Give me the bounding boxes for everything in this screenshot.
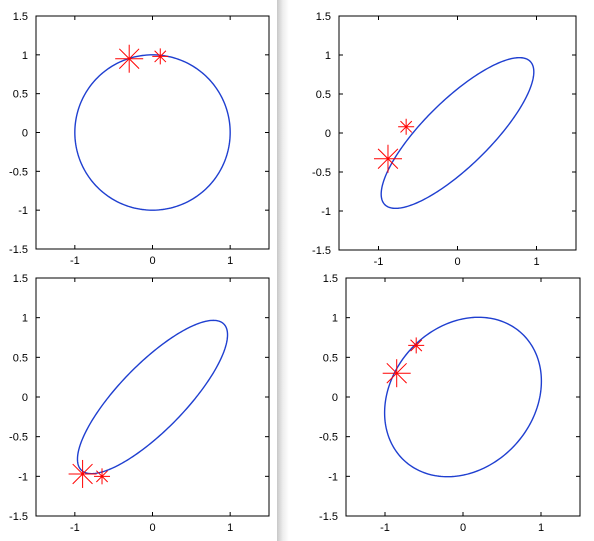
y-tick-label: 0.5 (13, 89, 28, 101)
large-star-marker (68, 459, 97, 488)
y-tick-label: -0.5 (9, 166, 28, 178)
y-tick-label: -1.5 (9, 511, 28, 523)
small-star-marker (408, 337, 425, 354)
x-tick-label: 1 (538, 522, 544, 534)
y-tick-label: -1.5 (9, 244, 28, 256)
y-tick-label: -1 (328, 471, 338, 483)
axes-frame (338, 15, 577, 251)
y-tick-label: -1.5 (319, 511, 338, 523)
y-tick-label: 1 (332, 313, 338, 325)
y-tick-label: 0 (325, 128, 331, 140)
x-tick-label: 0 (460, 522, 466, 534)
y-tick-label: 0.5 (323, 352, 338, 364)
x-tick-label: -1 (70, 255, 80, 267)
y-tick-label: 1 (325, 50, 331, 62)
y-tick-label: 1 (22, 50, 28, 62)
y-tick-label: 1.5 (323, 273, 338, 285)
subplot-4: -1 0 1 -1.5 -1 -0.5 0 0.5 1 1.5 (319, 273, 581, 534)
subplot-1: -1 0 1 -1.5 -1 -0.5 0 0.5 1 1.5 (9, 11, 270, 267)
axes-frame (345, 277, 581, 517)
pane-divider (277, 0, 289, 541)
x-tick-label: 0 (149, 255, 155, 267)
axes-frame (35, 15, 270, 250)
y-tick-label: 0 (22, 128, 28, 140)
series-curve (380, 56, 535, 210)
x-tick-label: 1 (227, 255, 233, 267)
small-star-marker (152, 48, 169, 65)
x-tick-label: 0 (149, 522, 155, 534)
axes-frame (35, 277, 270, 517)
y-tick-label: -0.5 (312, 167, 331, 179)
x-tick-label: -1 (374, 256, 384, 268)
y-tick-label: -0.5 (9, 432, 28, 444)
y-tick-label: 1.5 (13, 273, 28, 285)
y-tick-label: 1 (22, 313, 28, 325)
y-tick-label: 0.5 (13, 352, 28, 364)
x-tick-label: 1 (227, 522, 233, 534)
small-star-marker (398, 118, 415, 135)
subplot-2: -1 0 1 -1.5 -1 -0.5 0 0.5 1 1.5 (312, 11, 577, 268)
y-tick-label: -1.5 (312, 245, 331, 257)
series-curve (76, 319, 229, 475)
y-tick-label: -0.5 (319, 432, 338, 444)
large-star-marker (373, 144, 402, 173)
y-tick-label: 1.5 (316, 11, 331, 23)
large-star-marker (382, 359, 411, 388)
y-tick-label: -1 (18, 471, 28, 483)
y-tick-label: 0 (332, 392, 338, 404)
x-tick-label: 1 (533, 256, 539, 268)
series-curve (383, 316, 543, 478)
y-tick-label: -1 (18, 205, 28, 217)
y-tick-label: 0.5 (316, 89, 331, 101)
x-tick-label: -1 (70, 522, 80, 534)
small-star-marker (94, 468, 111, 485)
large-star-marker (115, 44, 144, 73)
x-tick-label: -1 (380, 522, 390, 534)
series-curve (74, 54, 231, 211)
subplot-3: -1 0 1 -1.5 -1 -0.5 0 0.5 1 1.5 (9, 273, 270, 534)
y-tick-label: 1.5 (13, 11, 28, 23)
x-tick-label: 0 (454, 256, 460, 268)
y-tick-label: 0 (22, 392, 28, 404)
y-tick-label: -1 (321, 206, 331, 218)
subplot-grid: -1 0 1 -1.5 -1 -0.5 0 0.5 1 1.5 -1 0 1 -1.5 -1 -0.5 0 0.5… (9, 11, 581, 534)
